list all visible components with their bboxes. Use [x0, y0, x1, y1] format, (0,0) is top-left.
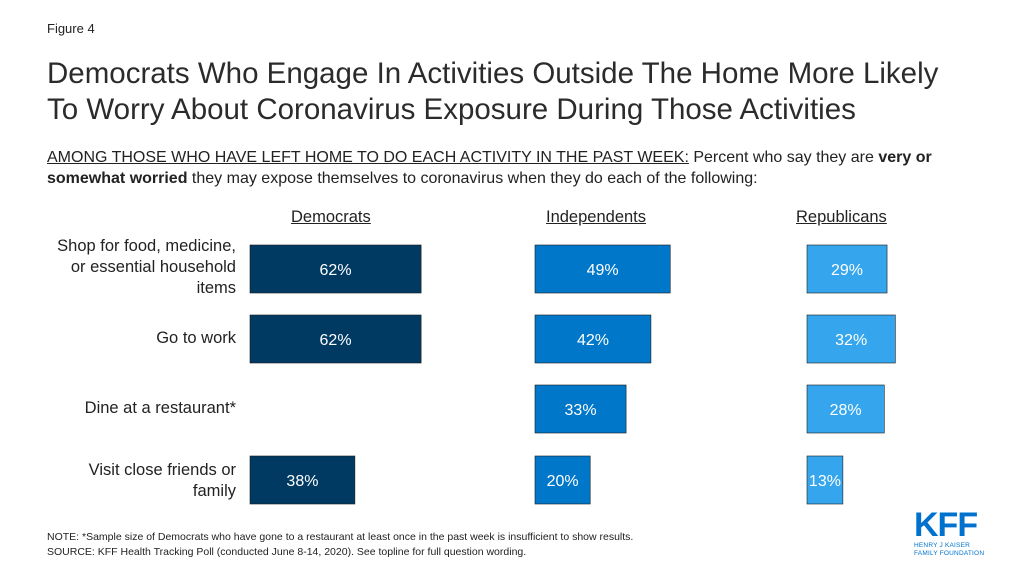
bar-democrats-shop [249, 244, 422, 294]
chart-subtitle: AMONG THOSE WHO HAVE LEFT HOME TO DO EAC… [47, 147, 977, 189]
logo-sub-line-1: HENRY J KAISER [914, 542, 971, 549]
row-label-restaurant: Dine at a restaurant* [84, 399, 236, 417]
data-label-democrats-shop: 62% [320, 262, 352, 279]
bar-democrats-work [249, 314, 422, 364]
bar-republicans-friends [806, 455, 844, 505]
bar-independents-shop [534, 244, 671, 294]
logo-text: KFF [914, 506, 978, 544]
column-header-independents: Independents [546, 208, 647, 226]
data-label-republicans-friends: 13% [809, 473, 841, 490]
chart-title-line-1: Democrats Who Engage In Activities Outsi… [47, 57, 939, 90]
column-header-democrats: Democrats [291, 208, 371, 226]
subtitle-underlined: AMONG THOSE WHO HAVE LEFT HOME TO DO EAC… [47, 149, 689, 166]
data-label-independents-friends: 20% [547, 473, 579, 490]
bar-independents-restaurant [534, 384, 627, 434]
data-label-independents-work: 42% [577, 332, 609, 349]
subtitle-part-1: Percent who say they are [688, 149, 879, 166]
bar-republicans-restaurant [806, 384, 885, 434]
bar-independents-work [534, 314, 652, 364]
data-label-republicans-work: 32% [835, 332, 867, 349]
row-label-shop: Shop for food, medicine, or essential ho… [57, 237, 236, 297]
footnote-note: NOTE: *Sample size of Democrats who have… [47, 531, 634, 543]
footnotes: NOTE: *Sample size of Democrats who have… [47, 530, 633, 560]
column-header-republicans: Republicans [796, 208, 887, 226]
kff-logo: KFF HENRY J KAISER FAMILY FOUNDATION [914, 508, 994, 558]
bar-republicans-work [806, 314, 896, 364]
data-label-independents-shop: 49% [587, 262, 619, 279]
data-label-independents-restaurant: 33% [565, 402, 597, 419]
figure-label: Figure 4 [47, 21, 95, 36]
row-label-work: Go to work [156, 329, 236, 347]
row-label-friends: Visit close friends or family [88, 461, 236, 500]
chart-title: Democrats Who Engage In Activities Outsi… [47, 56, 1022, 128]
subtitle-bold: very or somewhat worried [47, 149, 932, 187]
data-label-republicans-shop: 29% [831, 262, 863, 279]
logo-sub-line-2: FAMILY FOUNDATION [914, 550, 985, 557]
footnote-source: SOURCE: KFF Health Tracking Poll (conduc… [47, 546, 527, 558]
bar-democrats-friends [249, 455, 356, 505]
bar-republicans-shop [806, 244, 888, 294]
bar-independents-friends [534, 455, 591, 505]
chart-title-line-2: To Worry About Coronavirus Exposure Duri… [47, 93, 856, 126]
subtitle-part-2: they may expose themselves to coronaviru… [187, 170, 758, 187]
data-label-democrats-work: 62% [320, 332, 352, 349]
data-label-democrats-friends: 38% [286, 473, 318, 490]
data-label-republicans-restaurant: 28% [830, 402, 862, 419]
